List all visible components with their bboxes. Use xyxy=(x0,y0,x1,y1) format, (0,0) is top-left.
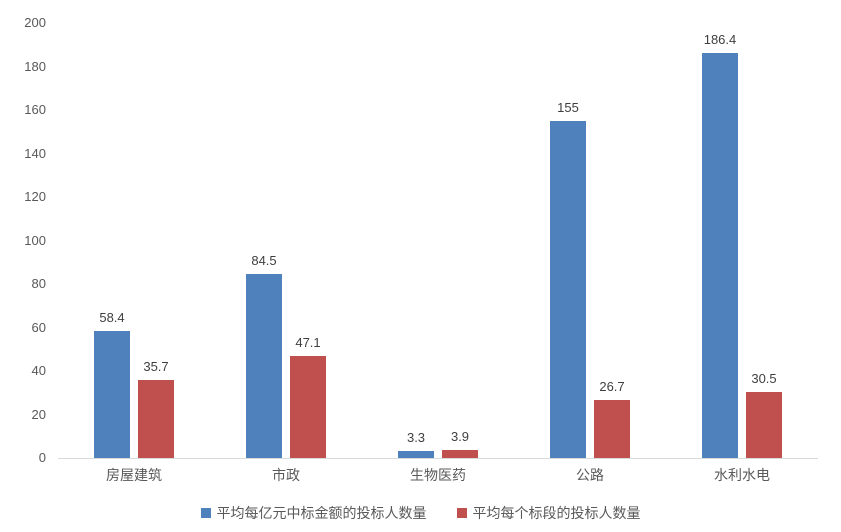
value-label-series-2-生物医药: 3.9 xyxy=(450,429,470,444)
value-label-series-1-生物医药: 3.3 xyxy=(406,430,426,445)
legend-swatch-red-icon xyxy=(456,508,467,518)
bar-series-1-水利水电 xyxy=(702,53,738,458)
x-axis-line xyxy=(58,458,818,459)
y-axis-tick-label: 200 xyxy=(24,15,46,30)
legend: 平均每亿元中标金额的投标人数量 平均每个标段的投标人数量 xyxy=(0,503,841,523)
value-label-series-2-水利水电: 30.5 xyxy=(751,371,777,386)
y-axis-tick-label: 20 xyxy=(31,406,46,422)
y-axis-tick-label: 80 xyxy=(31,276,46,291)
bar-series-1-房屋建筑 xyxy=(94,331,130,458)
bar-series-1-公路 xyxy=(550,121,586,458)
y-axis-tick-label: 40 xyxy=(31,363,46,378)
value-label-series-2-市政: 47.1 xyxy=(295,335,321,350)
x-axis-category-label: 生物医药 xyxy=(410,467,466,483)
x-axis-category-label: 水利水电 xyxy=(714,467,770,483)
y-axis-tick-label: 60 xyxy=(31,319,46,335)
x-axis-category-label: 公路 xyxy=(576,467,604,483)
bar-series-2-房屋建筑 xyxy=(138,380,174,458)
bar-series-2-生物医药 xyxy=(442,450,478,458)
y-axis-tick-label: 180 xyxy=(24,58,46,74)
value-label-series-1-市政: 84.5 xyxy=(251,253,277,268)
legend-label-series-2: 平均每个标段的投标人数量 xyxy=(472,505,641,521)
bar-series-2-市政 xyxy=(290,356,326,458)
legend-item-series-1: 平均每亿元中标金额的投标人数量 xyxy=(200,503,427,523)
y-axis-tick-label: 100 xyxy=(24,232,46,248)
value-label-series-2-房屋建筑: 35.7 xyxy=(143,359,169,374)
y-axis-tick-label: 140 xyxy=(24,145,46,161)
value-label-series-1-公路: 155 xyxy=(557,100,579,115)
legend-item-series-2: 平均每个标段的投标人数量 xyxy=(456,503,641,523)
legend-swatch-blue-icon xyxy=(200,508,211,518)
bar-series-1-生物医药 xyxy=(398,451,434,458)
x-axis-category-label: 房屋建筑 xyxy=(106,467,162,483)
y-axis-tick-label: 160 xyxy=(24,102,46,117)
value-label-series-1-水利水电: 186.4 xyxy=(703,32,737,47)
bar-series-2-公路 xyxy=(594,400,630,458)
value-label-series-1-房屋建筑: 58.4 xyxy=(99,310,125,325)
y-axis-tick-label: 0 xyxy=(38,450,46,465)
bar-series-1-市政 xyxy=(246,274,282,458)
x-axis-category-label: 市政 xyxy=(272,467,300,483)
value-label-series-2-公路: 26.7 xyxy=(599,379,625,394)
legend-label-series-1: 平均每亿元中标金额的投标人数量 xyxy=(216,505,427,521)
y-axis-tick-label: 120 xyxy=(24,189,46,204)
bar-series-2-水利水电 xyxy=(746,392,782,458)
